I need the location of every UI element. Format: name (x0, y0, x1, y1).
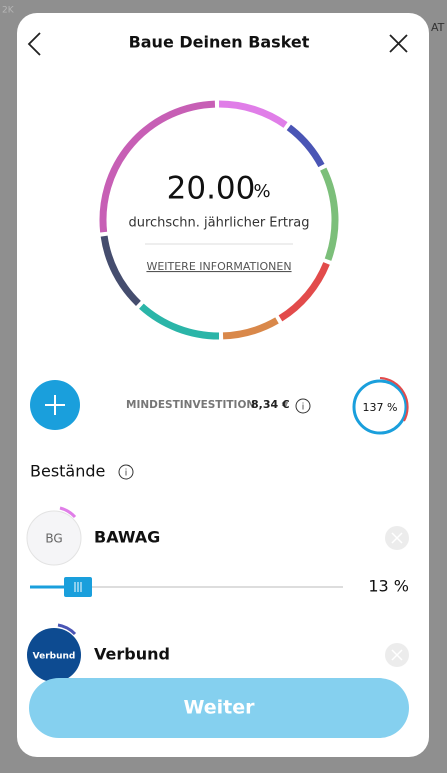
ring-segment (100, 235, 141, 306)
holding-name: Verbund (94, 645, 170, 664)
ring-segment (320, 167, 339, 261)
background-label: 2K (2, 6, 15, 16)
allocation-value: 137 % (363, 401, 398, 414)
holdings-title: Bestände (30, 462, 105, 481)
allocation-ring (99, 100, 339, 340)
allocation-overflow (379, 377, 409, 422)
return-value: 20.00 (167, 171, 256, 207)
continue-label: Weiter (183, 697, 255, 719)
logo-arc (57, 623, 77, 636)
continue-button[interactable] (29, 678, 409, 738)
return-label: durchschn. jährlicher Ertrag (128, 216, 309, 231)
ring-segment (286, 124, 325, 168)
logo (27, 628, 81, 682)
logo-arc (59, 506, 77, 519)
return-unit: % (253, 181, 270, 202)
background-label: AT (431, 21, 445, 34)
back-button[interactable] (27, 32, 41, 56)
remove-icon (391, 532, 403, 544)
thumb-grip (74, 582, 82, 592)
remove-icon (391, 649, 403, 661)
plus-icon (45, 395, 65, 415)
ring-segment (139, 303, 220, 340)
holding-share: 13 % (368, 577, 409, 596)
logo (26, 510, 82, 566)
logo-text: Verbund (33, 652, 76, 662)
info-icon[interactable] (295, 398, 311, 414)
info-icon[interactable] (118, 464, 134, 480)
ring-segment (218, 100, 288, 128)
holding-name: BAWAG (94, 528, 160, 547)
ring-segment (99, 100, 216, 233)
close-button[interactable] (389, 34, 408, 53)
min-invest-label: MINDESTINVESTITION (126, 399, 255, 411)
min-invest-amount: 8,34 € (251, 398, 290, 411)
info-glyph: i (125, 469, 128, 479)
modal-title: Baue Deinen Basket (129, 33, 310, 52)
info-link[interactable]: WEITERE INFORMATIONEN (146, 260, 291, 273)
logo-text: BG (45, 532, 62, 546)
info-glyph: i (302, 403, 305, 413)
modal (17, 13, 429, 757)
ring-segment (222, 317, 279, 340)
allocation-circle (352, 379, 408, 435)
ring-segment (278, 262, 330, 322)
